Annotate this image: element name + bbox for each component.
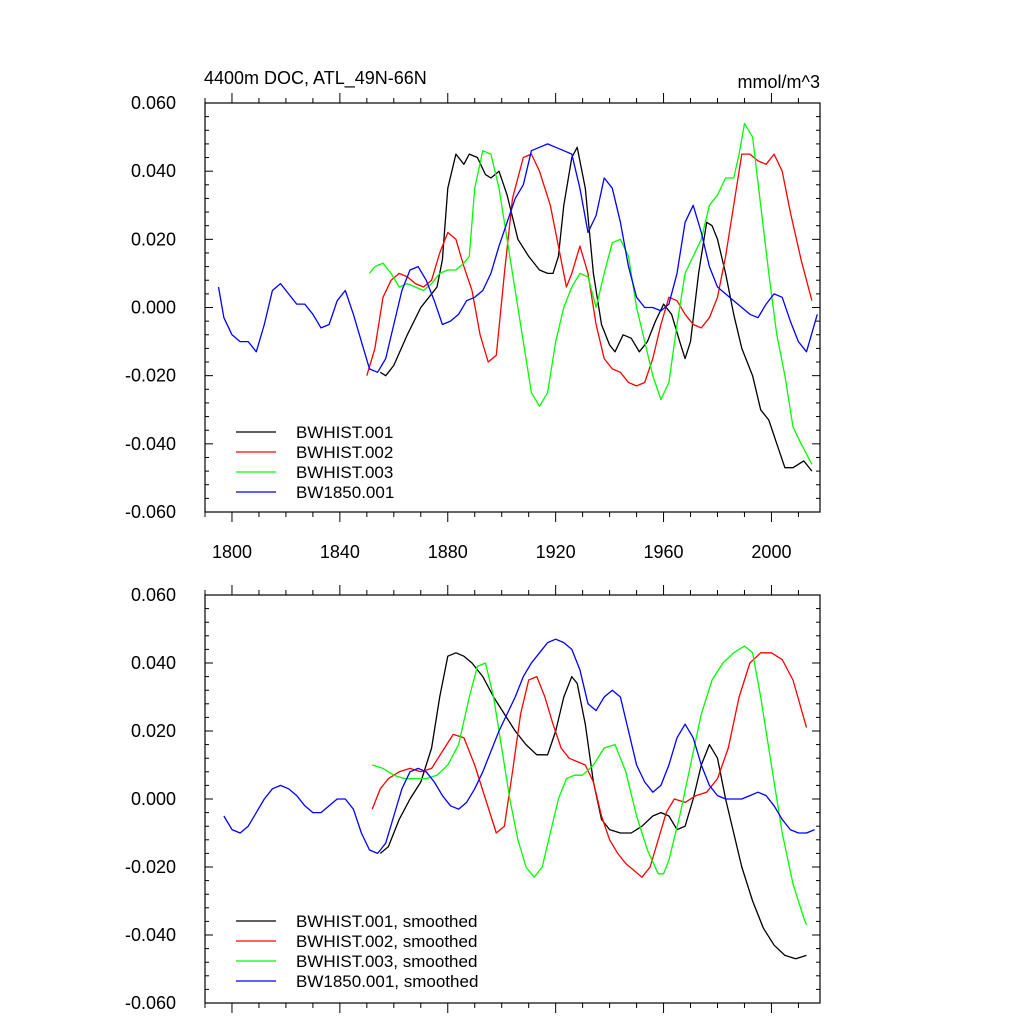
x-tick-label: 1840 (320, 542, 360, 562)
series-line-4 (223, 638, 815, 855)
y-tick-label: 0.060 (131, 585, 176, 605)
y-tick-label: 0.000 (131, 789, 176, 809)
x-tick-label: 1960 (644, 542, 684, 562)
y-tick-label: -0.060 (125, 993, 176, 1013)
legend-label: BW1850.001 (296, 483, 394, 502)
y-tick-label: -0.040 (125, 434, 176, 454)
series-line-1 (379, 146, 813, 472)
x-tick-label: 1800 (212, 542, 252, 562)
legend-label: BWHIST.003, smoothed (296, 952, 477, 971)
series-line-2 (366, 153, 813, 387)
legend-label: BWHIST.003 (296, 463, 393, 482)
y-tick-label: 0.040 (131, 653, 176, 673)
y-tick-label: -0.020 (125, 366, 176, 386)
x-tick-label: 1880 (428, 542, 468, 562)
series-line-4 (217, 143, 818, 373)
top-panel: -0.060 -0.040 -0.020 0.000 0.020 0.040 0.060 18… (125, 93, 821, 562)
legend-label: BWHIST.001, smoothed (296, 912, 477, 931)
y-tick-label: -0.040 (125, 925, 176, 945)
bottom-panel: -0.060 -0.040 -0.020 0.000 0.020 0.040 0.060 BW… (125, 585, 821, 1013)
y-tick-label: 0.060 (131, 93, 176, 113)
y-tick-label: 0.040 (131, 161, 176, 181)
units-label: mmol/m^3 (738, 72, 820, 92)
series-line-3 (372, 645, 808, 926)
legend-label: BWHIST.001 (296, 423, 393, 442)
y-tick-label: 0.020 (131, 721, 176, 741)
y-tick-label: 0.000 (131, 298, 176, 318)
chart-title: 4400m DOC, ATL_49N-66N (204, 68, 427, 89)
x-tick-label: 2000 (751, 542, 791, 562)
y-tick-label: -0.060 (125, 502, 176, 522)
series-line-3 (368, 122, 813, 465)
legend-label: BWHIST.002, smoothed (296, 932, 477, 951)
legend-label: BWHIST.002 (296, 443, 393, 462)
x-tick-label: 1920 (536, 542, 576, 562)
legend-label: BW1850.001, smoothed (296, 972, 478, 991)
y-tick-label: 0.020 (131, 229, 176, 249)
series-line-2 (371, 652, 808, 878)
y-tick-label: -0.020 (125, 857, 176, 877)
